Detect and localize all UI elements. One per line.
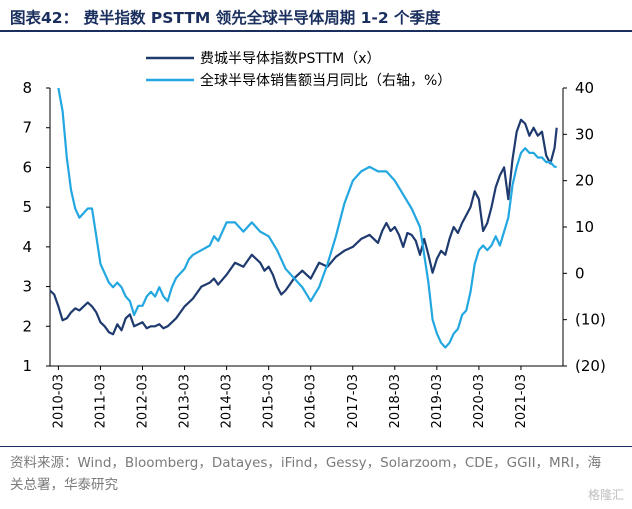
right-tick-label: 40 [575,79,594,97]
left-tick-label: 7 [22,119,32,137]
x-tick-label: 2016-03 [304,374,319,428]
legend-label-2: 全球半导体销售额当月同比（右轴，%） [200,72,451,89]
x-tick-label: 2011-03 [93,374,108,428]
title-rule [0,30,632,32]
x-tick-label: 2012-03 [136,374,151,428]
series-line-2 [57,87,557,349]
left-tick-label: 5 [22,198,32,216]
x-tick-label: 2020-03 [472,374,487,428]
left-tick-label: 3 [22,278,32,296]
right-tick-label: (20) [575,357,606,375]
right-tick-label: 0 [575,264,585,282]
right-tick-label: 20 [575,172,594,190]
right-tick-label: (10) [575,311,606,329]
right-tick-label: 10 [575,218,594,236]
x-tick-label: 2010-03 [51,374,66,428]
left-axis: 1 2 3 4 5 6 7 8 [22,79,50,375]
left-tick-label: 2 [22,317,32,335]
watermark: 格隆汇 [587,488,624,502]
source-note: 资料来源：Wind，Bloomberg，Datayes，iFind，Gessy，… [10,455,602,493]
left-tick-label: 6 [22,158,32,176]
legend: 费城半导体指数PSTTM（x） 全球半导体销售额当月同比（右轴，%） [146,51,451,89]
chart-title: 图表42： 费半指数 PSTTM 领先全球半导体周期 1-2 个季度 [10,9,441,27]
x-tick-label: 2019-03 [430,374,445,428]
left-tick-label: 1 [22,357,32,375]
x-axis: 2010-03 2011-03 2012-03 2013-03 2014-03 2015-… [51,366,529,428]
x-tick-label: 2015-03 [262,374,277,428]
x-tick-label: 2017-03 [346,374,361,428]
left-tick-label: 8 [22,79,32,97]
x-tick-label: 2021-03 [514,374,529,428]
x-tick-label: 2013-03 [178,374,193,428]
x-tick-label: 2014-03 [220,374,235,428]
right-axis: (20) (10) 0 10 20 30 40 [563,79,606,375]
series-line-1 [49,118,558,336]
legend-label-1: 费城半导体指数PSTTM（x） [200,51,381,67]
series-layer [49,87,558,349]
right-tick-label: 30 [575,125,594,143]
left-tick-label: 4 [22,238,32,256]
x-tick-label: 2018-03 [388,374,403,428]
source-rule [0,446,632,447]
